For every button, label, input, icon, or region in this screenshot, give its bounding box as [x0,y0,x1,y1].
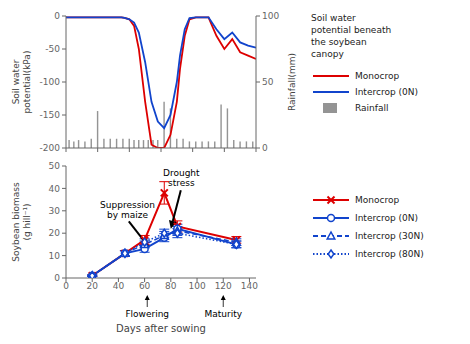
html-text:Intercrop (0N): Intercrop (0N) [355,213,418,223]
svg-text:20: 20 [49,228,61,238]
svg-text:(g hill⁻¹): (g hill⁻¹) [22,203,32,240]
svg-text:100: 100 [188,281,205,291]
svg-text:120: 120 [215,281,232,291]
html-text:potential beneath: potential beneath [311,25,392,35]
svg-text:0: 0 [262,143,268,153]
svg-text:Drought: Drought [163,168,200,178]
html-text:Monocrop: Monocrop [355,71,400,81]
svg-text:0: 0 [54,11,60,21]
svg-text:40: 40 [113,281,125,291]
svg-text:by maize: by maize [107,210,148,220]
svg-text:-200: -200 [40,143,61,153]
svg-text:-50: -50 [45,44,60,54]
html-text:Soil water: Soil water [311,13,356,23]
svg-text:60: 60 [139,281,151,291]
html-text:Rainfall: Rainfall [355,103,389,113]
svg-text:40: 40 [49,184,61,194]
svg-text:Flowering: Flowering [125,309,169,319]
html-text:the soybean: the soybean [311,37,367,47]
svg-text:50: 50 [49,161,61,171]
svg-text:Maturity: Maturity [204,309,242,319]
svg-text:30: 30 [49,206,61,216]
svg-text:Soil water: Soil water [11,59,21,104]
html-text:Monocrop: Monocrop [355,195,400,205]
svg-text:Suppression: Suppression [100,200,155,210]
svg-text:Rainfall(mm): Rainfall(mm) [287,53,297,111]
html-text:canopy: canopy [311,49,344,59]
svg-text:Soybean biomass: Soybean biomass [11,182,21,262]
svg-text:140: 140 [241,281,258,291]
svg-text:potential(kPa): potential(kPa) [22,51,32,114]
svg-text:80: 80 [165,281,177,291]
html-text:Intercrop (30N): Intercrop (30N) [355,231,424,241]
svg-text:stress: stress [168,178,195,188]
svg-text:20: 20 [86,281,98,291]
svg-text:0: 0 [63,281,69,291]
svg-text:Days after sowing: Days after sowing [116,323,206,334]
svg-text:-150: -150 [40,110,61,120]
svg-text:-100: -100 [40,77,61,87]
html-text:Intercrop (80N): Intercrop (80N) [355,249,424,259]
svg-text:100: 100 [262,11,279,21]
svg-text:50: 50 [262,77,274,87]
html-text:Intercrop (0N): Intercrop (0N) [355,87,418,97]
svg-text:10: 10 [49,251,61,261]
svg-text:0: 0 [54,273,60,283]
